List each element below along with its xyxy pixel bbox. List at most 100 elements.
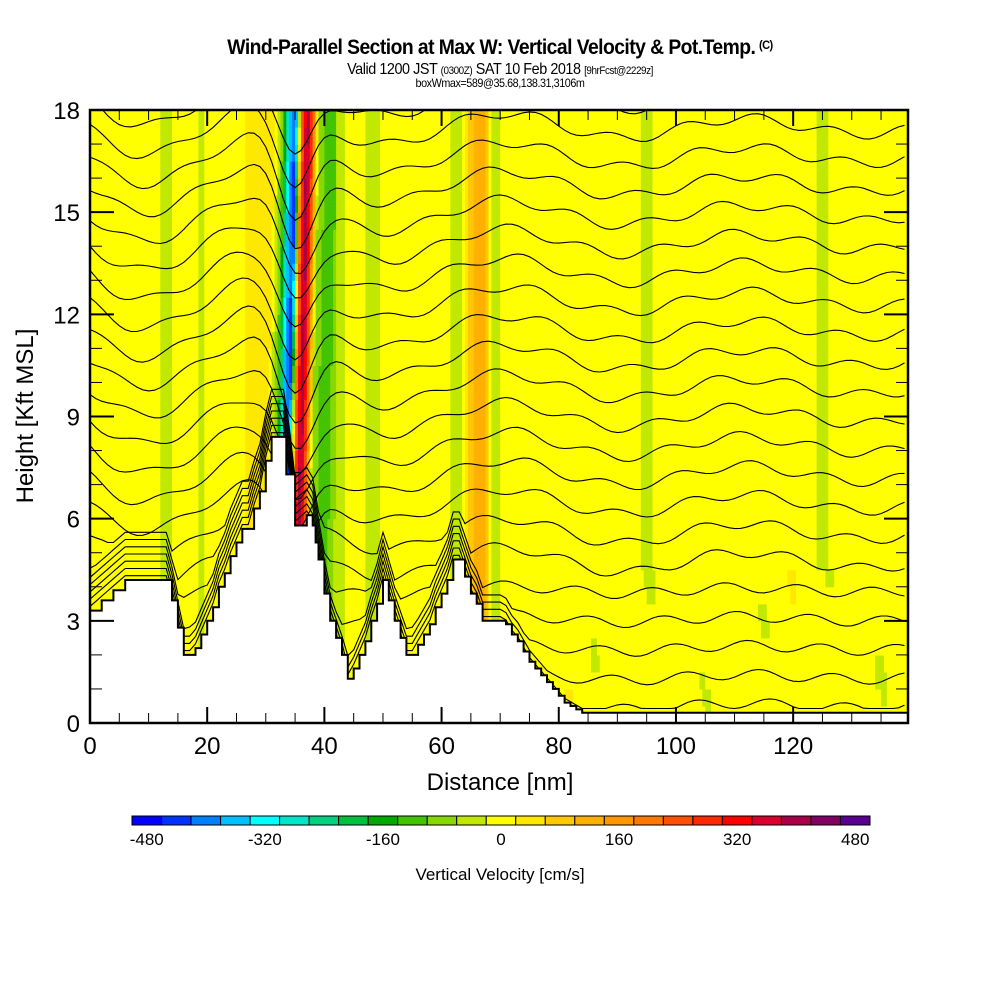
field-cell — [172, 552, 176, 571]
field-cell — [324, 246, 328, 264]
field-cell — [256, 450, 261, 469]
field-cell — [432, 263, 437, 281]
field-cell — [125, 195, 129, 213]
field-cell — [470, 144, 475, 162]
field-cell — [374, 382, 378, 401]
field-cell — [224, 263, 229, 281]
field-cell — [242, 416, 246, 435]
field-cell — [435, 348, 440, 367]
field-cell — [309, 280, 314, 298]
field-cell — [494, 399, 498, 418]
field-cell — [254, 212, 258, 230]
field-cell — [145, 161, 150, 179]
field-cell — [394, 212, 399, 230]
field-cell — [154, 535, 158, 554]
field-cell — [136, 569, 141, 588]
field-cell — [350, 654, 355, 673]
field-cell — [233, 365, 238, 384]
field-cell — [382, 280, 387, 298]
field-cell — [336, 144, 340, 162]
field-cell — [95, 467, 100, 486]
field-cell — [215, 552, 220, 571]
field-cell — [230, 331, 235, 349]
field-cell — [248, 365, 252, 384]
field-cell — [336, 399, 340, 418]
field-cell — [479, 280, 484, 298]
field-cell — [198, 637, 202, 656]
field-cell — [215, 331, 220, 349]
field-cell — [215, 399, 220, 418]
field-cell — [491, 314, 495, 332]
field-cell — [423, 569, 428, 588]
field-cell — [92, 433, 97, 452]
field-cell — [154, 569, 158, 588]
field-cell — [151, 314, 156, 332]
field-cell — [371, 297, 375, 315]
field-cell — [186, 297, 191, 315]
field-cell — [415, 263, 419, 281]
field-cell — [104, 552, 109, 571]
field-cell — [90, 178, 94, 196]
field-cell — [169, 348, 173, 367]
field-cell — [397, 110, 402, 128]
field-cell — [482, 314, 487, 332]
field-cell — [412, 586, 416, 605]
field-cell — [215, 212, 220, 230]
field-cell — [388, 263, 393, 281]
field-cell — [330, 314, 334, 332]
field-cell — [227, 484, 232, 503]
field-cell — [151, 518, 156, 537]
field-cell — [409, 382, 413, 401]
field-cell — [485, 399, 490, 418]
field-cell — [195, 229, 200, 247]
field-cell — [371, 518, 375, 537]
field-cell — [148, 263, 153, 281]
field-cell — [295, 331, 299, 349]
field-cell — [221, 552, 226, 571]
field-cell — [172, 535, 176, 554]
field-cell — [119, 229, 123, 247]
field-cell — [306, 246, 311, 264]
field-cell — [339, 501, 343, 520]
field-cell — [380, 586, 384, 605]
field-cell — [295, 314, 299, 332]
field-cell — [131, 263, 135, 281]
field-cell — [374, 348, 378, 367]
field-cell — [356, 348, 361, 367]
field-cell — [90, 586, 94, 605]
field-cell — [98, 297, 103, 315]
field-cell — [450, 297, 454, 315]
field-cell — [441, 399, 446, 418]
field-cell — [432, 569, 437, 588]
field-cell — [341, 416, 346, 435]
field-cell — [453, 433, 457, 452]
field-cell — [488, 450, 492, 469]
field-cell — [110, 416, 115, 435]
field-cell — [321, 314, 325, 332]
field-cell — [336, 161, 340, 179]
field-cell — [476, 484, 481, 503]
field-cell — [309, 314, 314, 332]
field-cell — [254, 314, 258, 332]
valid-time: Valid 1200 JST — [347, 61, 438, 78]
field-cell — [207, 110, 211, 128]
field-cell — [221, 382, 226, 401]
field-cell — [248, 178, 252, 196]
field-cell — [166, 518, 170, 537]
field-cell — [394, 586, 399, 605]
field-cell — [136, 161, 141, 179]
field-cell — [426, 603, 431, 622]
field-cell — [224, 365, 229, 384]
field-cell — [110, 399, 115, 418]
field-cell — [350, 314, 355, 332]
field-cell — [400, 110, 405, 128]
field-cell — [213, 314, 217, 332]
field-cell — [213, 161, 217, 179]
field-cell — [382, 127, 387, 145]
field-cell — [380, 552, 384, 571]
field-cell — [236, 212, 241, 230]
field-cell — [133, 127, 138, 145]
field-cell — [488, 399, 492, 418]
field-cell — [341, 433, 346, 452]
field-cell — [479, 450, 484, 469]
